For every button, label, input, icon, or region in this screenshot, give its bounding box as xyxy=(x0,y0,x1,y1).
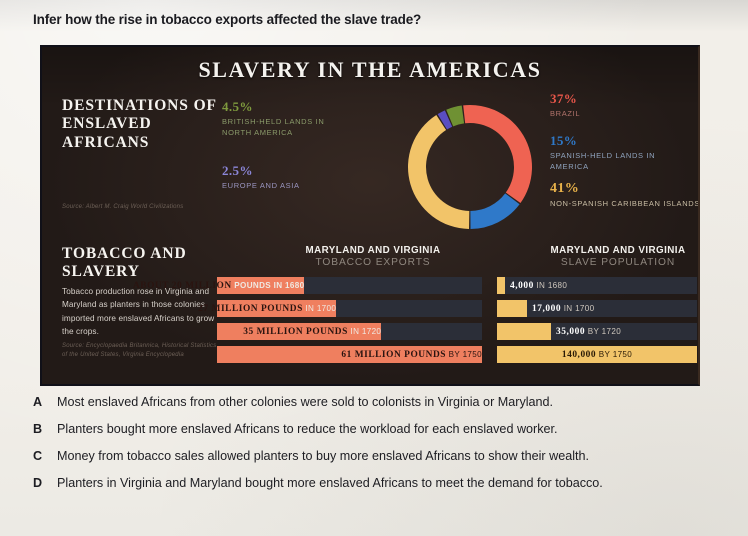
bar-label: 4,000 IN 1680 xyxy=(510,277,567,294)
bar-year: BY 1720 xyxy=(585,327,622,336)
choice-letter: D xyxy=(33,476,43,491)
destinations-section: DESTINATIONS OF ENSLAVED AFRICANS Source… xyxy=(42,91,700,241)
bar-row: 140,000 BY 1750 xyxy=(497,346,697,363)
legend-caribbean: 41% NON-SPANISH CARIBBEAN ISLANDS xyxy=(550,181,700,210)
bar-value: 27 MILLION POUNDS xyxy=(198,303,303,314)
bar-value: 17,000 xyxy=(532,303,562,314)
legend-spanish-america: 15% SPANISH-HELD LANDS IN AMERICA xyxy=(550,133,695,172)
bar-label: ABOUT 20 MILLION POUNDS IN 1680 xyxy=(133,277,305,294)
choice-text: Planters bought more enslaved Africans t… xyxy=(57,422,558,437)
heading-line-1: MARYLAND AND VIRGINIA xyxy=(550,245,686,256)
bar-row: 17,000 IN 1700 xyxy=(497,300,697,317)
bar-label: 61 MILLION POUNDS BY 1750 xyxy=(223,346,482,363)
legend-percent: 37% xyxy=(550,91,578,106)
choice-text: Planters in Virginia and Maryland bought… xyxy=(57,476,603,491)
bar-fill xyxy=(217,323,382,340)
choice-text: Money from tobacco sales allowed planter… xyxy=(57,449,590,464)
slave-population-column-heading: MARYLAND AND VIRGINIA SLAVE POPULATION xyxy=(518,245,698,270)
bar-row: 35,000 BY 1720 xyxy=(497,323,697,340)
bar-label: 35 MILLION POUNDS IN 1720 xyxy=(223,323,381,340)
tobacco-exports-bar-chart: ABOUT 20 MILLION POUNDS IN 1680 27 MILLIO… xyxy=(133,277,482,369)
bar-year: IN 1700 xyxy=(561,304,595,313)
bar-fill xyxy=(217,300,337,317)
bar-row: 35 MILLION POUNDS IN 1720 xyxy=(217,323,482,340)
destinations-heading: DESTINATIONS OF ENSLAVED AFRICANS xyxy=(62,97,217,151)
answer-choice-a[interactable]: A Most enslaved Africans from other colon… xyxy=(33,394,733,410)
legend-caption: BRITISH-HELD LANDS IN NORTH AMERICA xyxy=(222,117,325,137)
destinations-source: Source: Albert M. Craig World Civilizati… xyxy=(62,204,184,210)
heading-line-2: SLAVE POPULATION xyxy=(560,257,676,269)
choice-letter: B xyxy=(33,422,43,437)
tobacco-heading: TOBACCO AND SLAVERY xyxy=(62,245,187,281)
choice-letter: A xyxy=(33,395,43,409)
bar-fill xyxy=(217,346,482,363)
legend-british-north-america: 4.5% BRITISH-HELD LANDS IN NORTH AMERICA xyxy=(222,99,337,138)
infographic-panel: SLAVERY IN THE AMERICAS DESTINATIONS OF … xyxy=(40,45,700,386)
slave-population-bar-chart: 4,000 IN 1680 17,000 IN 1700 35,000 BY 172… xyxy=(497,277,697,369)
legend-percent: 41% xyxy=(550,181,580,196)
answer-choice-b[interactable]: B Planters bought more enslaved Africans … xyxy=(33,421,733,437)
legend-percent: 2.5% xyxy=(222,163,253,178)
bar-fill xyxy=(217,277,305,294)
legend-caption: NON-SPANISH CARIBBEAN ISLANDS xyxy=(550,199,700,208)
bar-fill xyxy=(497,323,551,340)
legend-brazil: 37% BRAZIL xyxy=(550,91,690,120)
bar-fill xyxy=(497,300,527,317)
bar-label: 140,000 BY 1750 xyxy=(497,346,697,363)
bar-label: 35,000 BY 1720 xyxy=(556,323,621,340)
legend-caption: BRAZIL xyxy=(550,109,581,118)
question-prompt: Infer how the rise in tobacco exports af… xyxy=(33,12,422,27)
bar-row: 4,000 IN 1680 xyxy=(497,277,697,294)
legend-caption: SPANISH-HELD LANDS IN AMERICA xyxy=(550,151,656,171)
answer-choice-c[interactable]: C Money from tobacco sales allowed plante… xyxy=(33,448,733,464)
destinations-donut-chart xyxy=(408,105,532,229)
bar-value: 35,000 xyxy=(556,326,586,337)
bar-fill xyxy=(497,277,505,294)
tobacco-exports-column-heading: MARYLAND AND VIRGINIA TOBACCO EXPORTS xyxy=(238,245,508,270)
bar-value: 140,000 xyxy=(561,349,597,360)
bar-label: 17,000 IN 1700 xyxy=(532,300,595,317)
answer-choices: A Most enslaved Africans from other colon… xyxy=(33,394,733,502)
donut-segment-brazil xyxy=(463,105,532,204)
bar-year: POUNDS IN 1680 xyxy=(231,281,305,290)
infographic-title: SLAVERY IN THE AMERICAS xyxy=(198,57,542,82)
legend-caption: EUROPE AND ASIA xyxy=(222,181,300,190)
bar-year: IN 1680 xyxy=(533,281,568,290)
legend-europe-asia: 2.5% EUROPE AND ASIA xyxy=(222,163,347,192)
bar-row: 27 MILLION POUNDS IN 1700 xyxy=(198,300,482,317)
bar-row: ABOUT 20 MILLION POUNDS IN 1680 xyxy=(133,277,482,294)
donut-segment-spanish xyxy=(470,193,520,229)
bar-value: 35 MILLION POUNDS xyxy=(243,326,348,337)
bar-value: 61 MILLION POUNDS xyxy=(341,349,447,360)
tobacco-and-slavery-section: TOBACCO AND SLAVERY Tobacco production r… xyxy=(42,245,698,384)
choice-letter: C xyxy=(33,449,43,464)
choice-text: Most enslaved Africans from other coloni… xyxy=(57,395,554,409)
bar-fill xyxy=(497,346,697,363)
bar-label: 27 MILLION POUNDS IN 1700 xyxy=(198,300,337,317)
tobacco-body-text: Tobacco production rose in Virginia and … xyxy=(62,287,215,336)
tobacco-source: Source: Encyclopaedia Britannica, Histor… xyxy=(62,343,217,358)
legend-percent: 4.5% xyxy=(222,99,253,114)
answer-choice-d[interactable]: D Planters in Virginia and Maryland bough… xyxy=(33,475,733,491)
bar-year: IN 1720 xyxy=(347,327,382,336)
legend-percent: 15% xyxy=(550,133,578,148)
bar-year: BY 1750 xyxy=(446,350,482,359)
bar-year: BY 1750 xyxy=(596,350,633,359)
bar-row: 61 MILLION POUNDS BY 1750 xyxy=(217,346,482,363)
bar-value: ABOUT 20 MILLION xyxy=(132,280,232,291)
heading-line-2: TOBACCO EXPORTS xyxy=(315,257,431,269)
donut-segment-caribbean xyxy=(408,114,470,229)
donut-segment-british xyxy=(446,105,465,127)
bar-year: IN 1700 xyxy=(302,304,337,313)
bar-value: 4,000 xyxy=(510,280,534,291)
donut-segment-europe xyxy=(437,110,453,130)
heading-line-1: MARYLAND AND VIRGINIA xyxy=(305,245,441,256)
